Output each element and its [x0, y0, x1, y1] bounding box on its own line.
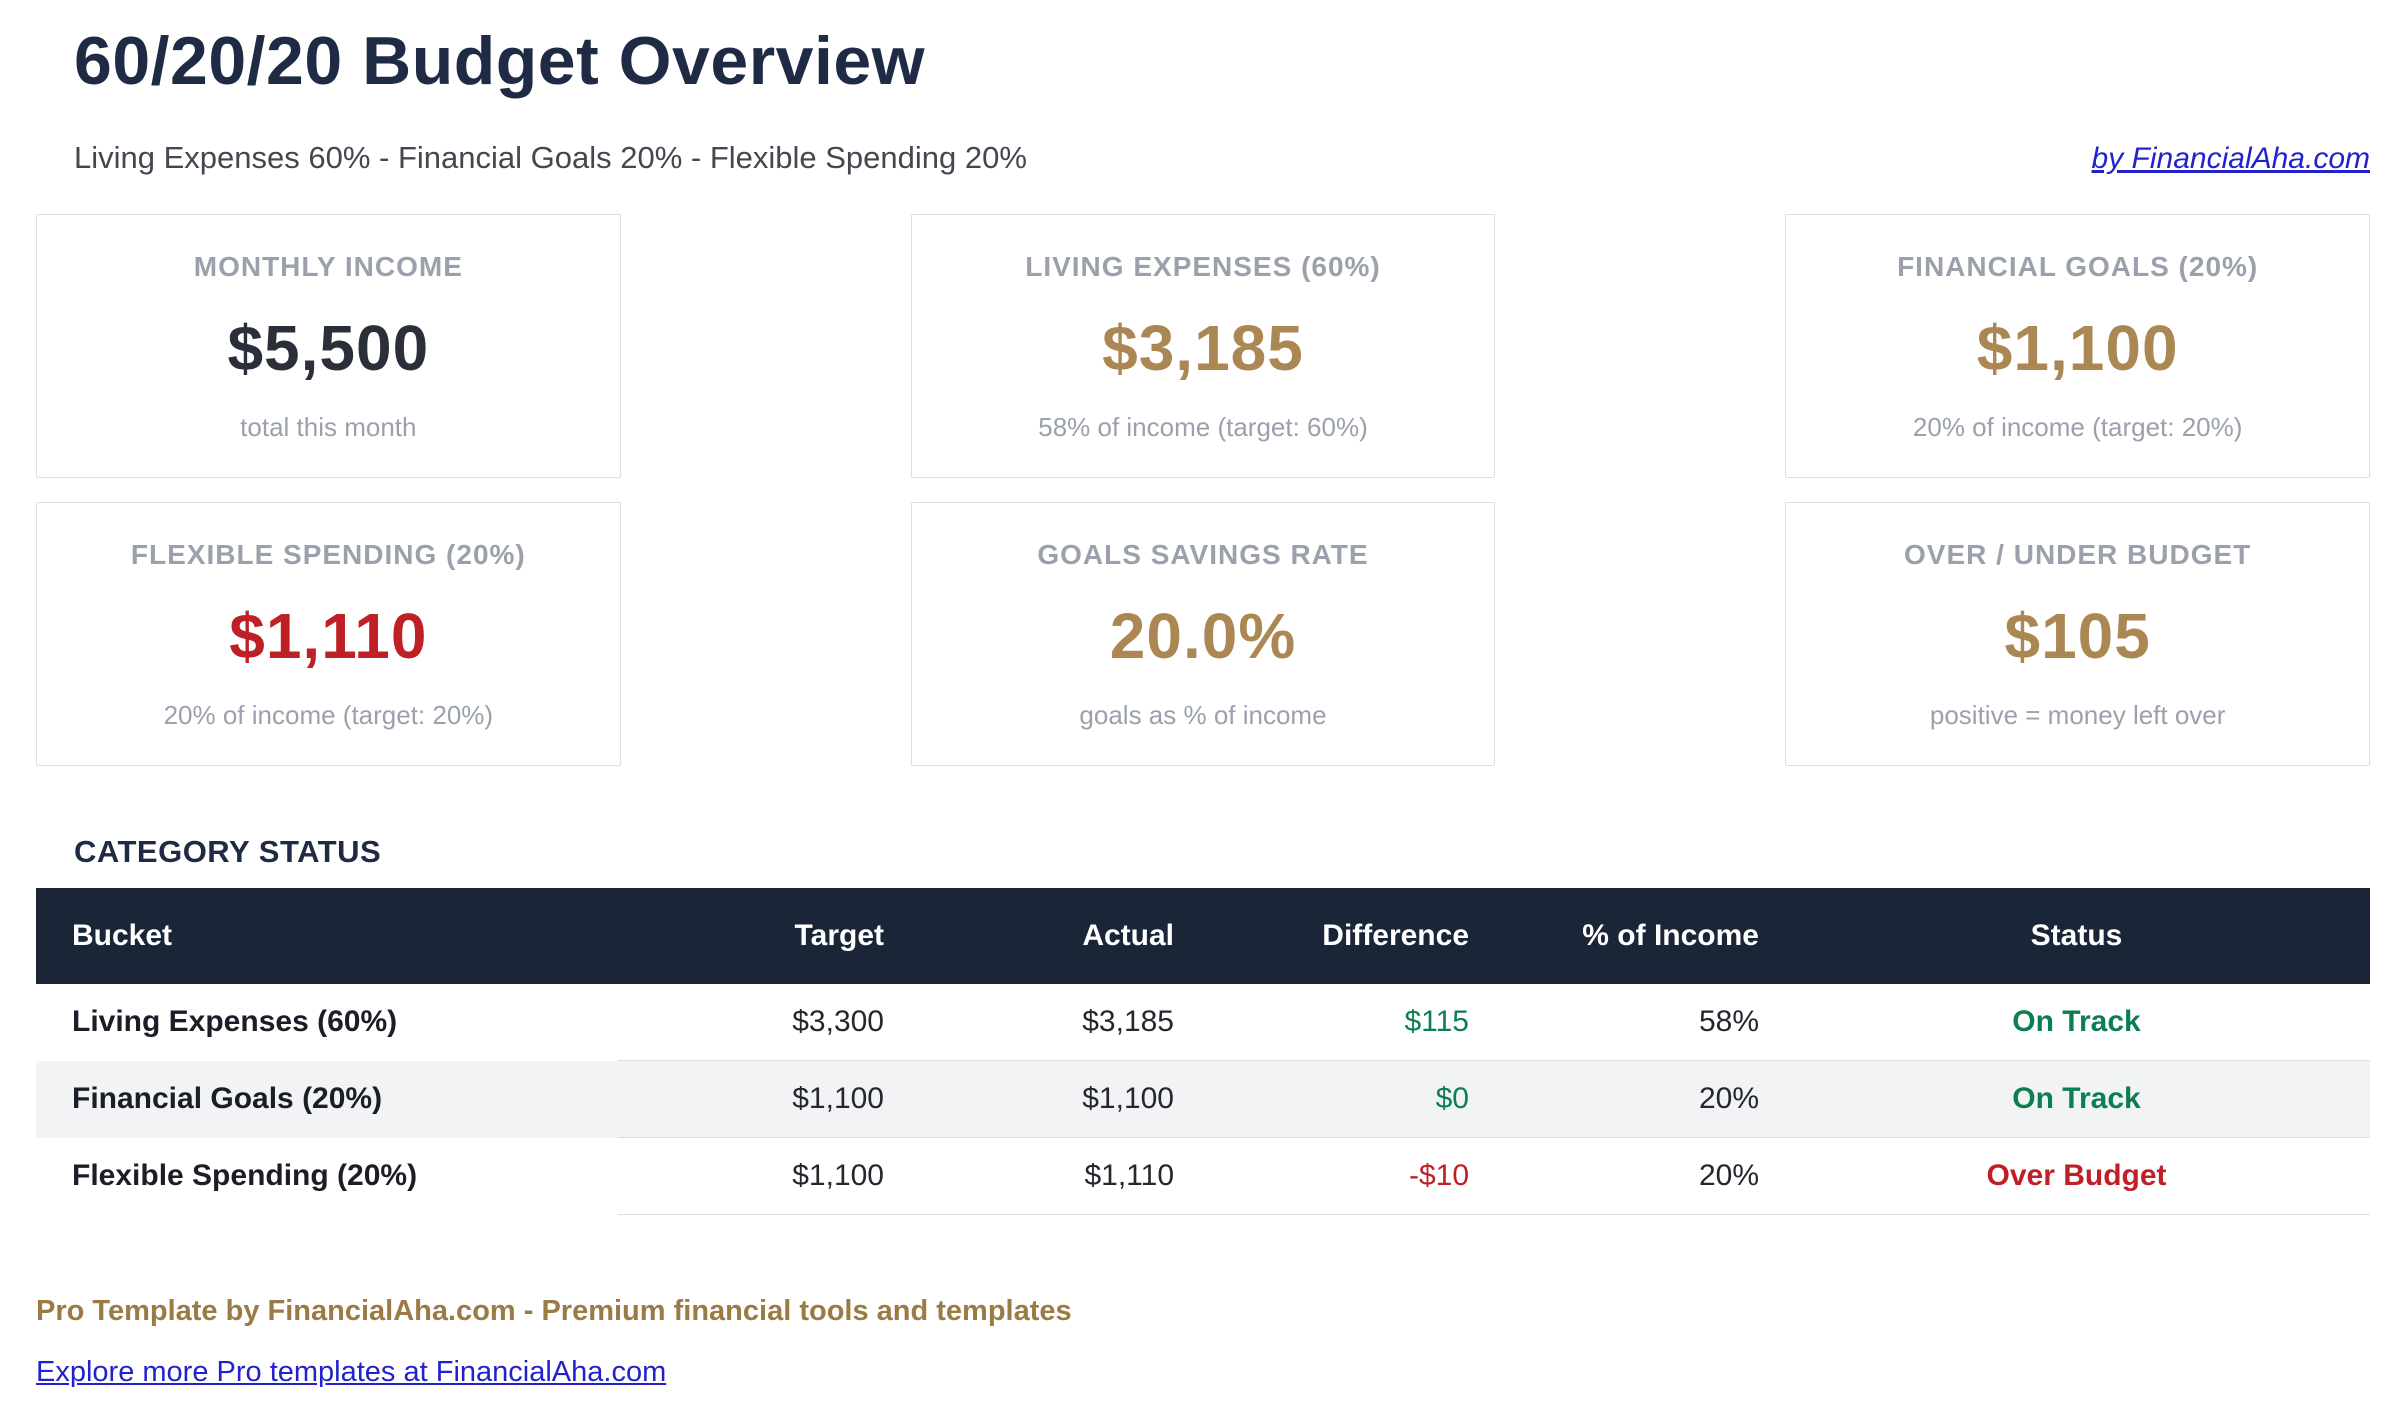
stat-card-value: $1,100	[1976, 311, 2179, 384]
stat-card-caption: 20% of income (target: 20%)	[1912, 412, 2243, 443]
target-cell: $1,100	[618, 1060, 908, 1139]
stat-card-label: LIVING EXPENSES (60%)	[1025, 251, 1381, 283]
stat-card-financial-goals: FINANCIAL GOALS (20%) $1,100 20% of inco…	[1785, 214, 2370, 479]
footer-pro-text: Pro Template by FinancialAha.com - Premi…	[36, 1295, 1072, 1328]
actual-cell: $1,110	[908, 1137, 1198, 1216]
status-badge: On Track	[1783, 984, 2370, 1062]
pct-of-income-cell: 20%	[1493, 1060, 1783, 1139]
status-badge: On Track	[1783, 1060, 2370, 1139]
column-header-target: Target	[794, 919, 884, 953]
stat-card-over-under-budget: OVER / UNDER BUDGET $105 positive = mone…	[1785, 502, 2370, 767]
bucket-cell: Living Expenses (60%)	[72, 1005, 398, 1039]
target-cell: $1,100	[618, 1137, 908, 1216]
column-header-pct-of-income: % of Income	[1582, 919, 1759, 953]
stat-card-label: OVER / UNDER BUDGET	[1904, 539, 2252, 571]
footer: Pro Template by FinancialAha.com - Premi…	[36, 1295, 2370, 1389]
actual-cell: $3,185	[908, 984, 1198, 1062]
stat-card-label: FINANCIAL GOALS (20%)	[1897, 251, 2259, 283]
actual-cell: $1,100	[908, 1060, 1198, 1139]
stat-card-caption: total this month	[240, 412, 417, 443]
subtitle-row: Living Expenses 60% - Financial Goals 20…	[74, 140, 2370, 176]
stat-card-value: 20.0%	[1109, 599, 1297, 672]
stat-card-caption: 58% of income (target: 60%)	[1038, 412, 1368, 443]
status-badge: Over Budget	[1783, 1137, 2370, 1216]
stat-card-caption: positive = money left over	[1929, 700, 2226, 731]
column-header-difference: Difference	[1322, 919, 1469, 953]
difference-cell: $0	[1198, 1060, 1493, 1139]
column-header-actual: Actual	[1082, 919, 1174, 953]
column-header-status: Status	[2030, 919, 2123, 953]
table-header-row: Bucket Target Actual Difference % of Inc…	[36, 888, 2370, 985]
stat-card-value: $105	[2004, 599, 2151, 672]
byline-link[interactable]: by FinancialAha.com	[2091, 142, 2370, 176]
stat-card-living-expenses: LIVING EXPENSES (60%) $3,185 58% of inco…	[910, 214, 1496, 479]
target-cell: $3,300	[618, 984, 908, 1062]
stat-card-value: $5,500	[227, 311, 430, 384]
table-row-living-expenses: Living Expenses (60%) $3,300 $3,185 $115…	[36, 984, 2370, 1062]
stat-card-value: $3,185	[1102, 311, 1304, 384]
difference-cell: -$10	[1198, 1137, 1493, 1216]
stat-card-goals-savings-rate: GOALS SAVINGS RATE 20.0% goals as % of i…	[910, 502, 1496, 767]
stat-card-monthly-income: MONTHLY INCOME $5,500 total this month	[36, 214, 621, 479]
stat-card-label: MONTHLY INCOME	[193, 251, 463, 283]
stat-cards-grid: MONTHLY INCOME $5,500 total this month L…	[36, 214, 2370, 767]
stat-card-caption: goals as % of income	[1079, 700, 1327, 731]
page-subtitle: Living Expenses 60% - Financial Goals 20…	[74, 140, 1027, 176]
bucket-cell: Financial Goals (20%)	[72, 1082, 383, 1116]
stat-card-label: FLEXIBLE SPENDING (20%)	[130, 539, 526, 571]
stat-card-label: GOALS SAVINGS RATE	[1037, 539, 1369, 571]
stat-card-caption: 20% of income (target: 20%)	[163, 700, 494, 731]
table-row-financial-goals: Financial Goals (20%) $1,100 $1,100 $0 2…	[36, 1060, 2370, 1139]
category-status-table: Bucket Target Actual Difference % of Inc…	[36, 888, 2370, 1216]
page-title: 60/20/20 Budget Overview	[74, 23, 926, 99]
category-status-heading: CATEGORY STATUS	[74, 834, 382, 870]
table-row-flexible-spending: Flexible Spending (20%) $1,100 $1,110 -$…	[36, 1137, 2370, 1216]
column-header-bucket: Bucket	[72, 919, 173, 953]
pct-of-income-cell: 58%	[1493, 984, 1783, 1062]
footer-explore-link[interactable]: Explore more Pro templates at FinancialA…	[36, 1356, 667, 1389]
stat-card-value: $1,110	[229, 599, 428, 672]
stat-card-flexible-spending: FLEXIBLE SPENDING (20%) $1,110 20% of in…	[36, 502, 621, 767]
bucket-cell: Flexible Spending (20%)	[72, 1159, 418, 1193]
difference-cell: $115	[1198, 984, 1493, 1062]
pct-of-income-cell: 20%	[1493, 1137, 1783, 1216]
